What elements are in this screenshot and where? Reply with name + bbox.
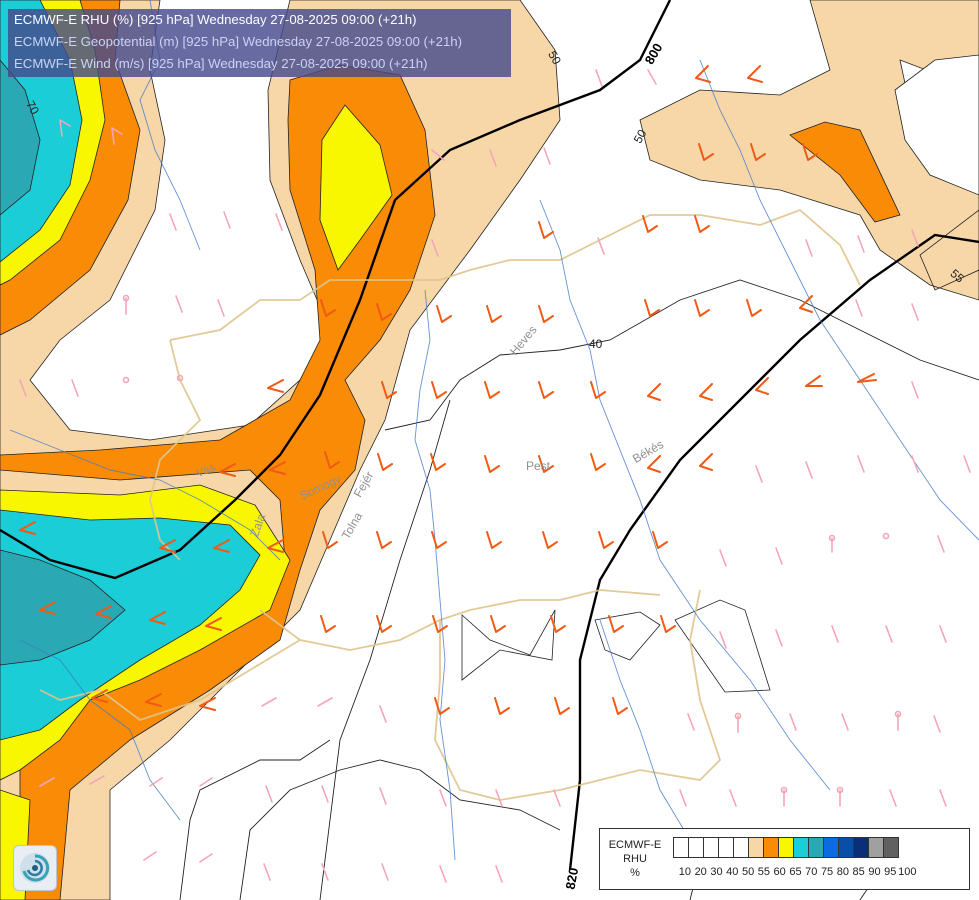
rhu-label-a: 50 [545, 48, 564, 67]
legend-tick-label: 75 [820, 866, 834, 878]
region-label-pest: Pest [526, 459, 551, 473]
legend-tick-label: 90 [868, 866, 881, 878]
legend-tick-label: 30 [710, 866, 723, 878]
legend-title-model: ECMWF-E [608, 839, 662, 851]
legend-swatch [853, 837, 869, 858]
geopotential-label-800: 800 [642, 41, 666, 67]
legend-title: ECMWF-E RHU % [606, 838, 664, 880]
legend-swatch [718, 837, 734, 858]
legend-swatch [733, 837, 749, 858]
legend-ticks: 10 20 30 40 50 55 60 65 70 75 80 85 90 95 100 [677, 866, 917, 878]
title-geopotential: ECMWF-E Geopotential (m) [925 hPa] Wedne… [14, 34, 463, 49]
legend-swatches [673, 837, 899, 858]
legend-swatch [823, 837, 839, 858]
legend-tick-label: 20 [694, 866, 707, 878]
rhu-label-b: 50 [631, 127, 650, 146]
legend-swatch [883, 837, 899, 858]
region-label-bekes: Békés [630, 437, 666, 466]
legend-swatch [688, 837, 704, 858]
geopotential-label-820: 820 [563, 867, 582, 891]
legend-title-unit: % [630, 867, 640, 879]
legend-tick-label: 60 [773, 866, 786, 878]
map-title-panel: ECMWF-E RHU (%) [925 hPa] Wednesday 27-0… [8, 9, 511, 77]
rhu-labels: 50 50 55 40 70 [23, 48, 967, 351]
legend-tick-label: 95 [884, 866, 897, 878]
county-borders [39, 208, 861, 801]
legend-swatch [748, 837, 764, 858]
legend-swatch [868, 837, 884, 858]
legend-tick-label: 40 [726, 866, 739, 878]
title-wind: ECMWF-E Wind (m/s) [925 hPa] Wednesday 2… [14, 56, 428, 71]
legend-swatch [763, 837, 779, 858]
geopotential-isolines [0, 0, 979, 871]
rhu-label-e: 70 [23, 98, 42, 117]
legend-tick-label: 50 [741, 866, 755, 878]
legend-tick-label: 80 [836, 866, 849, 878]
rhu-fill-70-75 [0, 59, 126, 666]
rhu-contours [461, 54, 979, 693]
legend-title-variable: RHU [623, 853, 647, 865]
legend-tick-label: 10 [678, 866, 692, 878]
legend-swatch [673, 837, 689, 858]
legend-swatch [793, 837, 809, 858]
rhu-label-d: 40 [589, 337, 603, 351]
legend-tick-label: 70 [805, 866, 818, 878]
legend-tick-label: 55 [757, 866, 770, 878]
title-rhu: ECMWF-E RHU (%) [925 hPa] Wednesday 27-0… [14, 12, 417, 27]
legend-swatch [838, 837, 854, 858]
wind-barbs-weak [19, 69, 971, 883]
color-legend: ECMWF-E RHU % 10 20 30 40 50 55 60 65 70 75 80 85 90… [599, 828, 970, 890]
ecmwf-logo-icon [13, 845, 57, 891]
wind-barbs-strong [19, 65, 877, 715]
legend-tick-label: 65 [789, 866, 802, 878]
region-label-vas: Vas [194, 460, 217, 480]
legend-swatch [778, 837, 794, 858]
legend-tick-label: 85 [852, 866, 865, 878]
legend-swatch [703, 837, 719, 858]
region-label-tolna: Tolna [339, 510, 366, 542]
legend-swatch [808, 837, 824, 858]
legend-tick-label: 100 [898, 866, 917, 878]
